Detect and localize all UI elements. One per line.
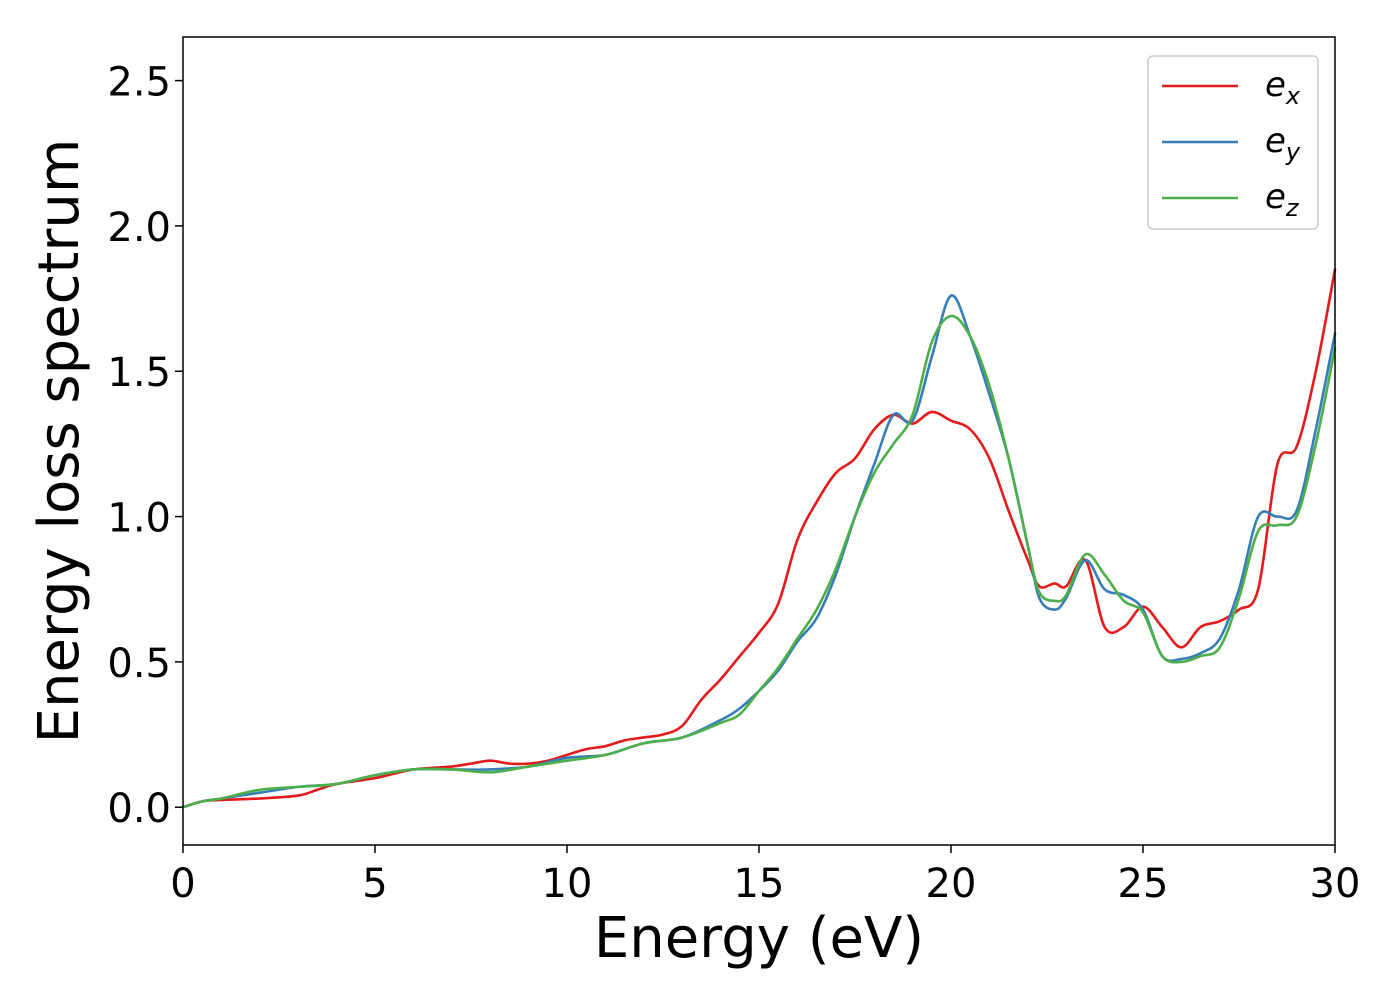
series-line-y bbox=[181, 294, 1337, 809]
y-tick-label: 0.0 bbox=[107, 786, 171, 832]
series-line-z bbox=[181, 314, 1337, 809]
legend-label-z: ez bbox=[1265, 177, 1300, 222]
x-tick-label: 15 bbox=[734, 861, 785, 907]
series-line-x bbox=[181, 268, 1337, 809]
x-tick-label: 20 bbox=[926, 861, 977, 907]
legend-label-x: ex bbox=[1265, 65, 1301, 110]
y-tick-label: 0.5 bbox=[107, 641, 171, 687]
x-axis-ticks: 0 5 10 15 20 25 30 bbox=[170, 845, 1360, 907]
legend-label-y: ey bbox=[1265, 121, 1301, 166]
y-tick-label: 2.5 bbox=[107, 60, 171, 106]
y-tick-label: 2.0 bbox=[107, 205, 171, 251]
x-tick-label: 0 bbox=[170, 861, 195, 907]
plot-lines bbox=[181, 268, 1337, 809]
x-axis-title: Energy (eV) bbox=[594, 906, 924, 971]
x-tick-label: 30 bbox=[1310, 861, 1361, 907]
y-axis-ticks: 0.0 0.5 1.0 1.5 2.0 2.5 bbox=[107, 60, 183, 832]
legend: ex ey ez bbox=[1147, 55, 1319, 230]
x-tick-label: 25 bbox=[1118, 861, 1169, 907]
x-tick-label: 10 bbox=[542, 861, 593, 907]
x-tick-label: 5 bbox=[362, 861, 387, 907]
y-tick-label: 1.5 bbox=[107, 350, 171, 396]
y-tick-label: 1.0 bbox=[107, 496, 171, 542]
y-axis-title: Energy loss spectrum bbox=[27, 139, 92, 744]
